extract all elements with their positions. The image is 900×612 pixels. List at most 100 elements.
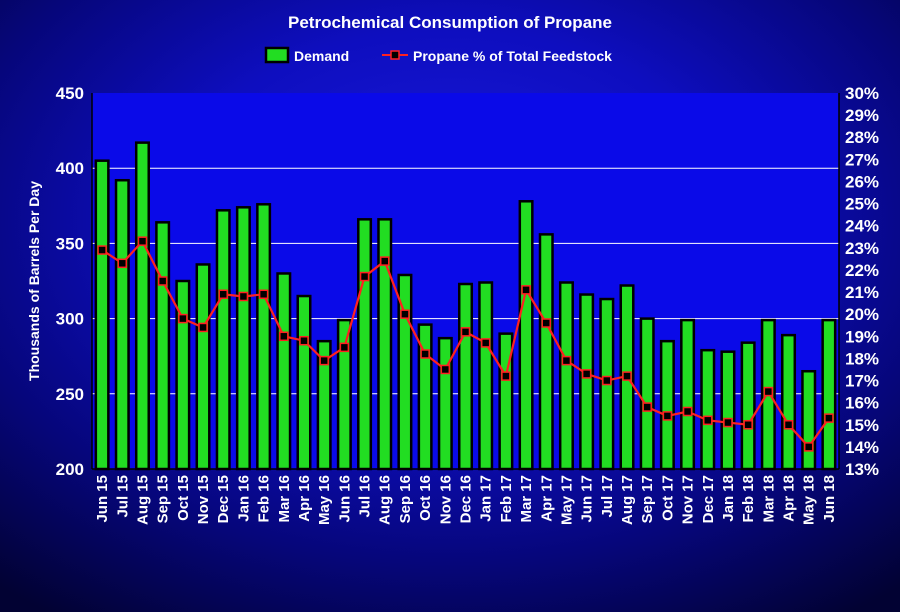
percent-point xyxy=(622,371,632,381)
y2-tick-label: 28% xyxy=(845,128,879,147)
y2-tick-label: 29% xyxy=(845,106,879,125)
percent-point xyxy=(440,364,451,375)
y-tick-label: 300 xyxy=(56,310,84,329)
percent-point xyxy=(137,236,148,246)
x-tick-label: Jul 15 xyxy=(114,475,131,518)
y2-tick-label: 27% xyxy=(845,150,879,169)
right-axis-ticks: 13% 14% 15% 16% 17% 18% 19% 20% 21% 22% 23% 24% 25% 2… xyxy=(845,84,879,479)
x-tick-label: Nov 15 xyxy=(195,475,212,524)
y-axis-label: Thousands of Barrels Per Day xyxy=(26,181,42,381)
demand-bar xyxy=(659,339,675,471)
percent-point xyxy=(783,420,794,430)
x-tick-label: Jun 17 xyxy=(579,475,596,523)
demand-bar xyxy=(680,318,696,471)
percent-point xyxy=(824,413,834,423)
percent-point xyxy=(521,285,531,295)
y2-tick-label: 15% xyxy=(845,416,879,435)
demand-bar xyxy=(256,203,272,471)
percent-point xyxy=(420,349,430,359)
x-tick-label: Sep 17 xyxy=(639,475,656,523)
demand-bar xyxy=(720,350,736,471)
y-tick-label: 200 xyxy=(56,460,84,479)
percent-point xyxy=(662,411,673,421)
demand-bar xyxy=(94,159,110,471)
axes xyxy=(91,93,840,470)
x-tick-label: Sep 15 xyxy=(155,475,172,523)
percent-point xyxy=(682,406,693,417)
x-tick-label: Mar 17 xyxy=(518,475,535,523)
x-tick-label: Apr 16 xyxy=(296,475,313,522)
x-tick-label: Dec 15 xyxy=(215,475,232,523)
x-tick-label: May 17 xyxy=(558,475,575,525)
x-tick-label: Jun 18 xyxy=(821,475,838,523)
percent-point xyxy=(359,271,370,282)
x-tick-label: Aug 15 xyxy=(134,475,151,525)
demand-bar xyxy=(538,233,554,471)
x-tick-label: Jan 17 xyxy=(478,475,495,522)
demand-bar xyxy=(579,293,595,471)
left-axis-ticks: 200 250 300 350 400 450 xyxy=(56,84,84,479)
x-tick-label: Apr 17 xyxy=(538,475,555,522)
legend-percent-marker xyxy=(390,50,400,60)
demand-bar xyxy=(235,206,251,471)
percent-point xyxy=(743,420,753,430)
x-tick-label: Nov 17 xyxy=(680,475,697,524)
demand-bar xyxy=(801,369,817,471)
x-tick-label: Oct 17 xyxy=(659,475,676,521)
x-tick-label: Mar 18 xyxy=(760,475,777,523)
x-tick-label: Jun 15 xyxy=(94,475,111,523)
x-tick-label: Dec 16 xyxy=(458,475,475,523)
percent-point xyxy=(117,258,128,269)
percent-point xyxy=(460,327,471,337)
y2-tick-label: 23% xyxy=(845,239,879,258)
y2-tick-label: 25% xyxy=(845,195,879,214)
x-tick-label: Mar 16 xyxy=(276,475,293,523)
x-tick-label: Jul 16 xyxy=(357,475,374,518)
demand-bar xyxy=(134,141,150,471)
percent-line xyxy=(97,236,834,452)
percent-point xyxy=(339,342,350,353)
y2-tick-label: 20% xyxy=(845,305,879,324)
x-tick-label: Oct 16 xyxy=(417,475,434,521)
y2-tick-label: 21% xyxy=(845,283,879,302)
y2-tick-label: 30% xyxy=(845,84,879,103)
percent-point xyxy=(97,245,107,255)
percent-point xyxy=(400,309,410,319)
x-tick-label: Jan 18 xyxy=(720,475,737,522)
percent-point xyxy=(602,375,612,386)
demand-bar xyxy=(296,294,312,471)
y-tick-label: 350 xyxy=(56,234,84,253)
percent-point xyxy=(642,402,652,412)
y2-tick-label: 17% xyxy=(845,372,879,391)
y-tick-label: 400 xyxy=(56,159,84,178)
y2-tick-label: 14% xyxy=(845,438,879,457)
percent-point xyxy=(157,276,168,286)
y-tick-label: 450 xyxy=(56,84,84,103)
percent-point xyxy=(561,355,572,366)
x-axis-ticks: Jun 15 Jul 15 Aug 15 Sep 15 Oct 15 Nov 15 Dec … xyxy=(94,475,838,525)
legend-percent-label: Propane % of Total Feedstock xyxy=(413,48,612,64)
demand-bar xyxy=(437,336,453,471)
chart-title: Petrochemical Consumption of Propane xyxy=(288,13,612,32)
y2-tick-label: 19% xyxy=(845,327,879,346)
percent-point xyxy=(198,322,208,333)
y2-tick-label: 26% xyxy=(845,172,879,191)
x-tick-label: Feb 17 xyxy=(498,475,515,523)
x-tick-label: Nov 16 xyxy=(437,475,454,524)
demand-bar xyxy=(558,281,574,471)
y-tick-label: 250 xyxy=(56,385,84,404)
x-tick-label: Apr 18 xyxy=(781,475,798,522)
percent-point xyxy=(803,442,814,452)
legend: Demand Propane % of Total Feedstock xyxy=(264,46,612,64)
percent-point xyxy=(763,386,774,397)
percent-point xyxy=(299,335,309,346)
y2-tick-label: 16% xyxy=(845,394,879,413)
x-tick-label: Jun 16 xyxy=(336,475,353,523)
x-tick-label: Oct 15 xyxy=(175,475,192,521)
percent-point xyxy=(258,289,269,300)
percent-point xyxy=(541,318,552,328)
percent-point xyxy=(178,313,188,324)
demand-bar xyxy=(639,317,655,471)
demand-bar xyxy=(276,272,292,471)
legend-demand-label: Demand xyxy=(294,48,349,64)
